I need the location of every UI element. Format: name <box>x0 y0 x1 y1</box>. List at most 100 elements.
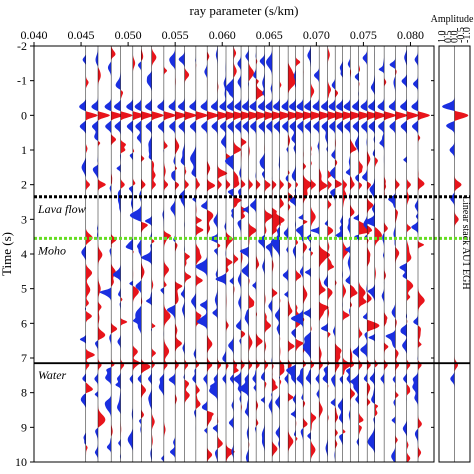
interface-label: Moho <box>37 243 66 257</box>
y-tick-label: 10 <box>15 455 27 469</box>
y-tick-label: 4 <box>21 247 27 261</box>
trace <box>79 46 98 462</box>
x-tick-label: 0.045 <box>68 28 95 42</box>
negative-fill <box>239 46 249 462</box>
negative-fill <box>79 46 86 462</box>
negative-fill <box>209 46 218 462</box>
interface-label: Water <box>38 368 67 382</box>
negative-fill <box>286 46 296 462</box>
interface-lines: Lava flow Moho Water <box>34 195 470 382</box>
x-tick-label: 0.055 <box>162 28 189 42</box>
negative-fill <box>91 46 98 462</box>
positive-fill <box>327 46 340 462</box>
negative-fill <box>258 46 265 462</box>
trace <box>360 46 380 462</box>
trace <box>302 46 323 462</box>
positive-fill <box>207 46 220 462</box>
trace <box>281 46 301 462</box>
positive-fill <box>195 46 208 462</box>
trace <box>157 46 176 462</box>
negative-fill <box>364 46 375 462</box>
negative-fill <box>335 46 343 462</box>
trace <box>125 46 145 462</box>
negative-fill <box>178 46 185 462</box>
side-tick-label: -0.5 <box>456 27 467 43</box>
trace <box>321 46 340 462</box>
trace <box>350 46 373 462</box>
interface-label: Lava flow <box>37 202 86 216</box>
negative-fill <box>321 46 328 462</box>
x-tick-label: 0.050 <box>115 28 142 42</box>
side-tick-label: 1.0 <box>437 31 448 44</box>
negative-fill <box>343 46 351 462</box>
y-tick-label: 3 <box>21 212 27 226</box>
x-tick-label: 0.040 <box>21 28 48 42</box>
trace <box>209 46 230 462</box>
y-tick-label: -1 <box>17 74 27 88</box>
axis-labels: 0.040 0.045 0.050 0.055 0.0 6 0 0.065 0.070 0.075… <box>0 3 474 469</box>
negative-fill <box>157 46 164 462</box>
trace <box>99 46 124 462</box>
trace <box>265 46 285 462</box>
negative-fill <box>290 46 304 462</box>
negative-fill <box>112 46 121 462</box>
side-panel-label: Linear stack AU1 EGH <box>460 196 471 290</box>
trace <box>286 46 308 462</box>
negative-fill <box>281 46 289 462</box>
trace <box>343 46 363 462</box>
positive-fill <box>342 46 355 462</box>
wiggle-traces <box>79 46 430 462</box>
negative-fill <box>141 46 152 462</box>
negative-fill <box>377 46 385 462</box>
positive-fill <box>367 46 380 462</box>
positive-fill <box>233 46 246 462</box>
stack-trace-wiggle <box>442 46 469 462</box>
trace <box>411 46 430 462</box>
x-tick-label: 0.075 <box>350 28 377 42</box>
negative-fill <box>166 46 176 462</box>
trace <box>141 46 164 462</box>
x-tick-label: 0.065 <box>256 28 283 42</box>
negative-fill <box>399 46 407 462</box>
negative-fill <box>125 46 133 462</box>
y-tick-label: 5 <box>21 282 27 296</box>
trace <box>385 46 408 462</box>
trace <box>239 46 261 462</box>
y-tick-label: 6 <box>21 316 27 330</box>
trace <box>335 46 355 462</box>
negative-fill <box>442 46 455 462</box>
trace <box>233 46 253 462</box>
positive-fill <box>85 46 98 462</box>
negative-fill <box>233 46 242 462</box>
side-panel-title: Amplitude <box>431 14 474 25</box>
y-tick-label: 1 <box>21 143 27 157</box>
trace <box>215 46 238 462</box>
y-tick-label: -2 <box>17 39 27 53</box>
side-tick-label: -1.0 <box>462 27 473 43</box>
positive-fill <box>406 46 419 462</box>
positive-fill <box>120 46 133 462</box>
negative-fill <box>350 46 359 462</box>
trace <box>258 46 277 462</box>
y-tick-label: 0 <box>21 108 27 122</box>
positive-fill <box>256 46 269 462</box>
negative-fill <box>129 46 142 462</box>
x-tick-label: 0.080 <box>397 28 424 42</box>
trace <box>195 46 220 462</box>
x-tick-label: 0.070 <box>303 28 330 42</box>
trace <box>166 46 188 462</box>
trace <box>129 46 154 462</box>
positive-fill <box>418 46 430 462</box>
positive-fill <box>184 46 197 462</box>
side-frame <box>438 45 471 463</box>
positive-fill <box>319 46 332 462</box>
positive-fill <box>310 46 323 462</box>
trace <box>91 46 110 462</box>
negative-fill <box>328 46 336 462</box>
trace <box>399 46 419 462</box>
trace <box>249 46 269 462</box>
x-axis-title: ray parameter (s/km) <box>189 3 298 18</box>
side-tick-label: 0.0 <box>450 31 461 44</box>
positive-fill <box>358 46 373 462</box>
